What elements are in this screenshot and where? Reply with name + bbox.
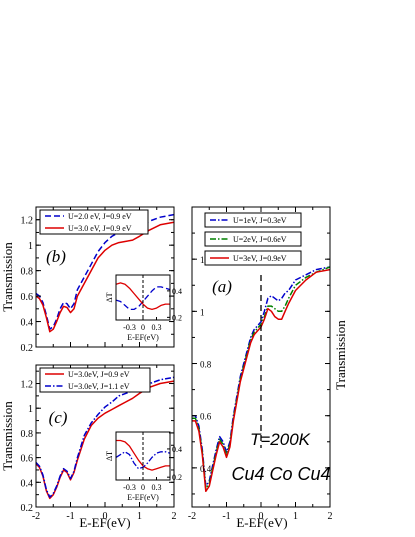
panel-c-inset-ytick-label: 0.4 — [172, 445, 182, 454]
panel-a-legend-box — [204, 212, 302, 228]
panel-b-inset-xtick-label: -0.3 — [123, 323, 136, 332]
panel-c-inset-series-1-line — [116, 439, 170, 471]
panel-b-ytick-label: 1 — [28, 241, 33, 252]
panel-b-ylabel: Transmission — [0, 242, 15, 312]
panel-c-label: (c) — [49, 408, 68, 427]
panel-c-ytick-label: 0.6 — [21, 454, 34, 465]
panel-c-ytick-label: 0.4 — [21, 478, 34, 489]
panel-c-inset-ylabel: ΔT — [105, 451, 114, 461]
panel-c-inset-ytick-label: 0.2 — [172, 473, 182, 482]
panel-c-inset-xlabel: E-EF(eV) — [127, 493, 159, 502]
panel-b-inset-series-2-line — [116, 282, 170, 311]
panel-c-xlabel: E-EF(eV) — [79, 515, 130, 530]
panel-a-legend-label-2: U=2eV, J=0.6eV — [233, 235, 287, 244]
panel-a-xlabel: E-EF(eV) — [236, 515, 287, 530]
panel-b-legend-label-1: U=2.0 eV, J=0.9 eV — [68, 212, 132, 221]
panel-c-ytick-label: 0.8 — [21, 429, 34, 440]
panel-b-inset-xtick-label: 0 — [141, 323, 145, 332]
panel-a-xtick-label: 2 — [328, 511, 333, 522]
panel-a-xtick-label: -1 — [222, 511, 230, 522]
panel-a-ytick-label: 0.6 — [200, 412, 212, 422]
panel-b-series-2-line — [36, 221, 174, 333]
panel-c-inset-xtick-label: 0 — [141, 483, 145, 492]
panel-c-inset-xtick-label: -0.3 — [123, 483, 136, 492]
panel-a-ytick-label: 0.4 — [200, 464, 212, 474]
panel-b-label: (b) — [46, 247, 66, 266]
panel-a-ylabel: Transmission — [333, 320, 348, 390]
panel-a-legend-label-3: U=3eV, J=0.9eV — [233, 254, 287, 263]
panel-a-xtick-label: 1 — [293, 511, 298, 522]
panel-a-legend-label-1: U=1eV, J=0.3eV — [233, 216, 287, 225]
panel-a-xtick-label: 0 — [259, 511, 264, 522]
panel-c-xtick-label: -1 — [66, 511, 74, 522]
panel-a-molecule-annotation: Cu4 Co Cu4 — [231, 464, 330, 484]
panel-b-inset-ytick-label: 0.2 — [172, 313, 182, 322]
panel-b-inset-ytick-label: 0.4 — [172, 287, 182, 296]
panel-c-ytick-label: 1.2 — [21, 380, 34, 391]
panel-a-xtick-label: -2 — [188, 511, 196, 522]
panel-b-ytick-label: 0.6 — [21, 292, 34, 303]
panel-c-xtick-label: -2 — [32, 511, 40, 522]
panel-c-ytick-label: 1 — [28, 404, 33, 415]
panel-a-legend-box — [204, 250, 302, 266]
panel-c-xtick-label: 2 — [172, 511, 177, 522]
panel-b-ytick-label: 1.2 — [21, 216, 34, 227]
panel-c-series-1-line — [36, 380, 174, 500]
panel-a-legend-box — [204, 231, 302, 247]
panel-b-inset-xlabel: E-EF(eV) — [127, 333, 159, 342]
panel-c-legend-label-1: U=3.0eV, J=0.9 eV — [68, 370, 130, 379]
panel-c-series-2-line — [36, 376, 174, 498]
panel-a-ytick-label: 1 — [200, 307, 205, 317]
panel-c-inset-xtick-label: 0.3 — [152, 483, 162, 492]
panel-c-ylabel: Transmission — [0, 401, 15, 471]
panel-b-inset-ylabel: ΔT — [105, 292, 114, 302]
panel-c-xtick-label: 0 — [103, 511, 108, 522]
panel-b-inset-series-1-line — [116, 286, 170, 311]
panel-c-xtick-label: 1 — [137, 511, 142, 522]
panel-c-ytick-label: 0.2 — [21, 503, 34, 514]
panel-c-legend-box — [39, 367, 151, 393]
panel-b-inset-xtick-label: 0.3 — [152, 323, 162, 332]
panel-b-ytick-label: 0.2 — [21, 343, 34, 354]
panel-a-ytick-label: 0.8 — [200, 360, 212, 370]
panel-a-temperature-annotation: T=200K — [250, 430, 311, 449]
panel-b-ytick-label: 0.4 — [21, 318, 34, 329]
panel-c-legend-label-2: U=3.0eV, J=1.1 eV — [68, 382, 130, 391]
panel-b-legend-box — [39, 209, 149, 235]
panel-a-series-3-line — [192, 268, 330, 493]
panel-b-legend-label-2: U=3.0 eV, J=0.9 eV — [68, 224, 132, 233]
panel-b-ytick-label: 0.8 — [21, 267, 34, 278]
panel-a-label: (a) — [212, 277, 232, 296]
